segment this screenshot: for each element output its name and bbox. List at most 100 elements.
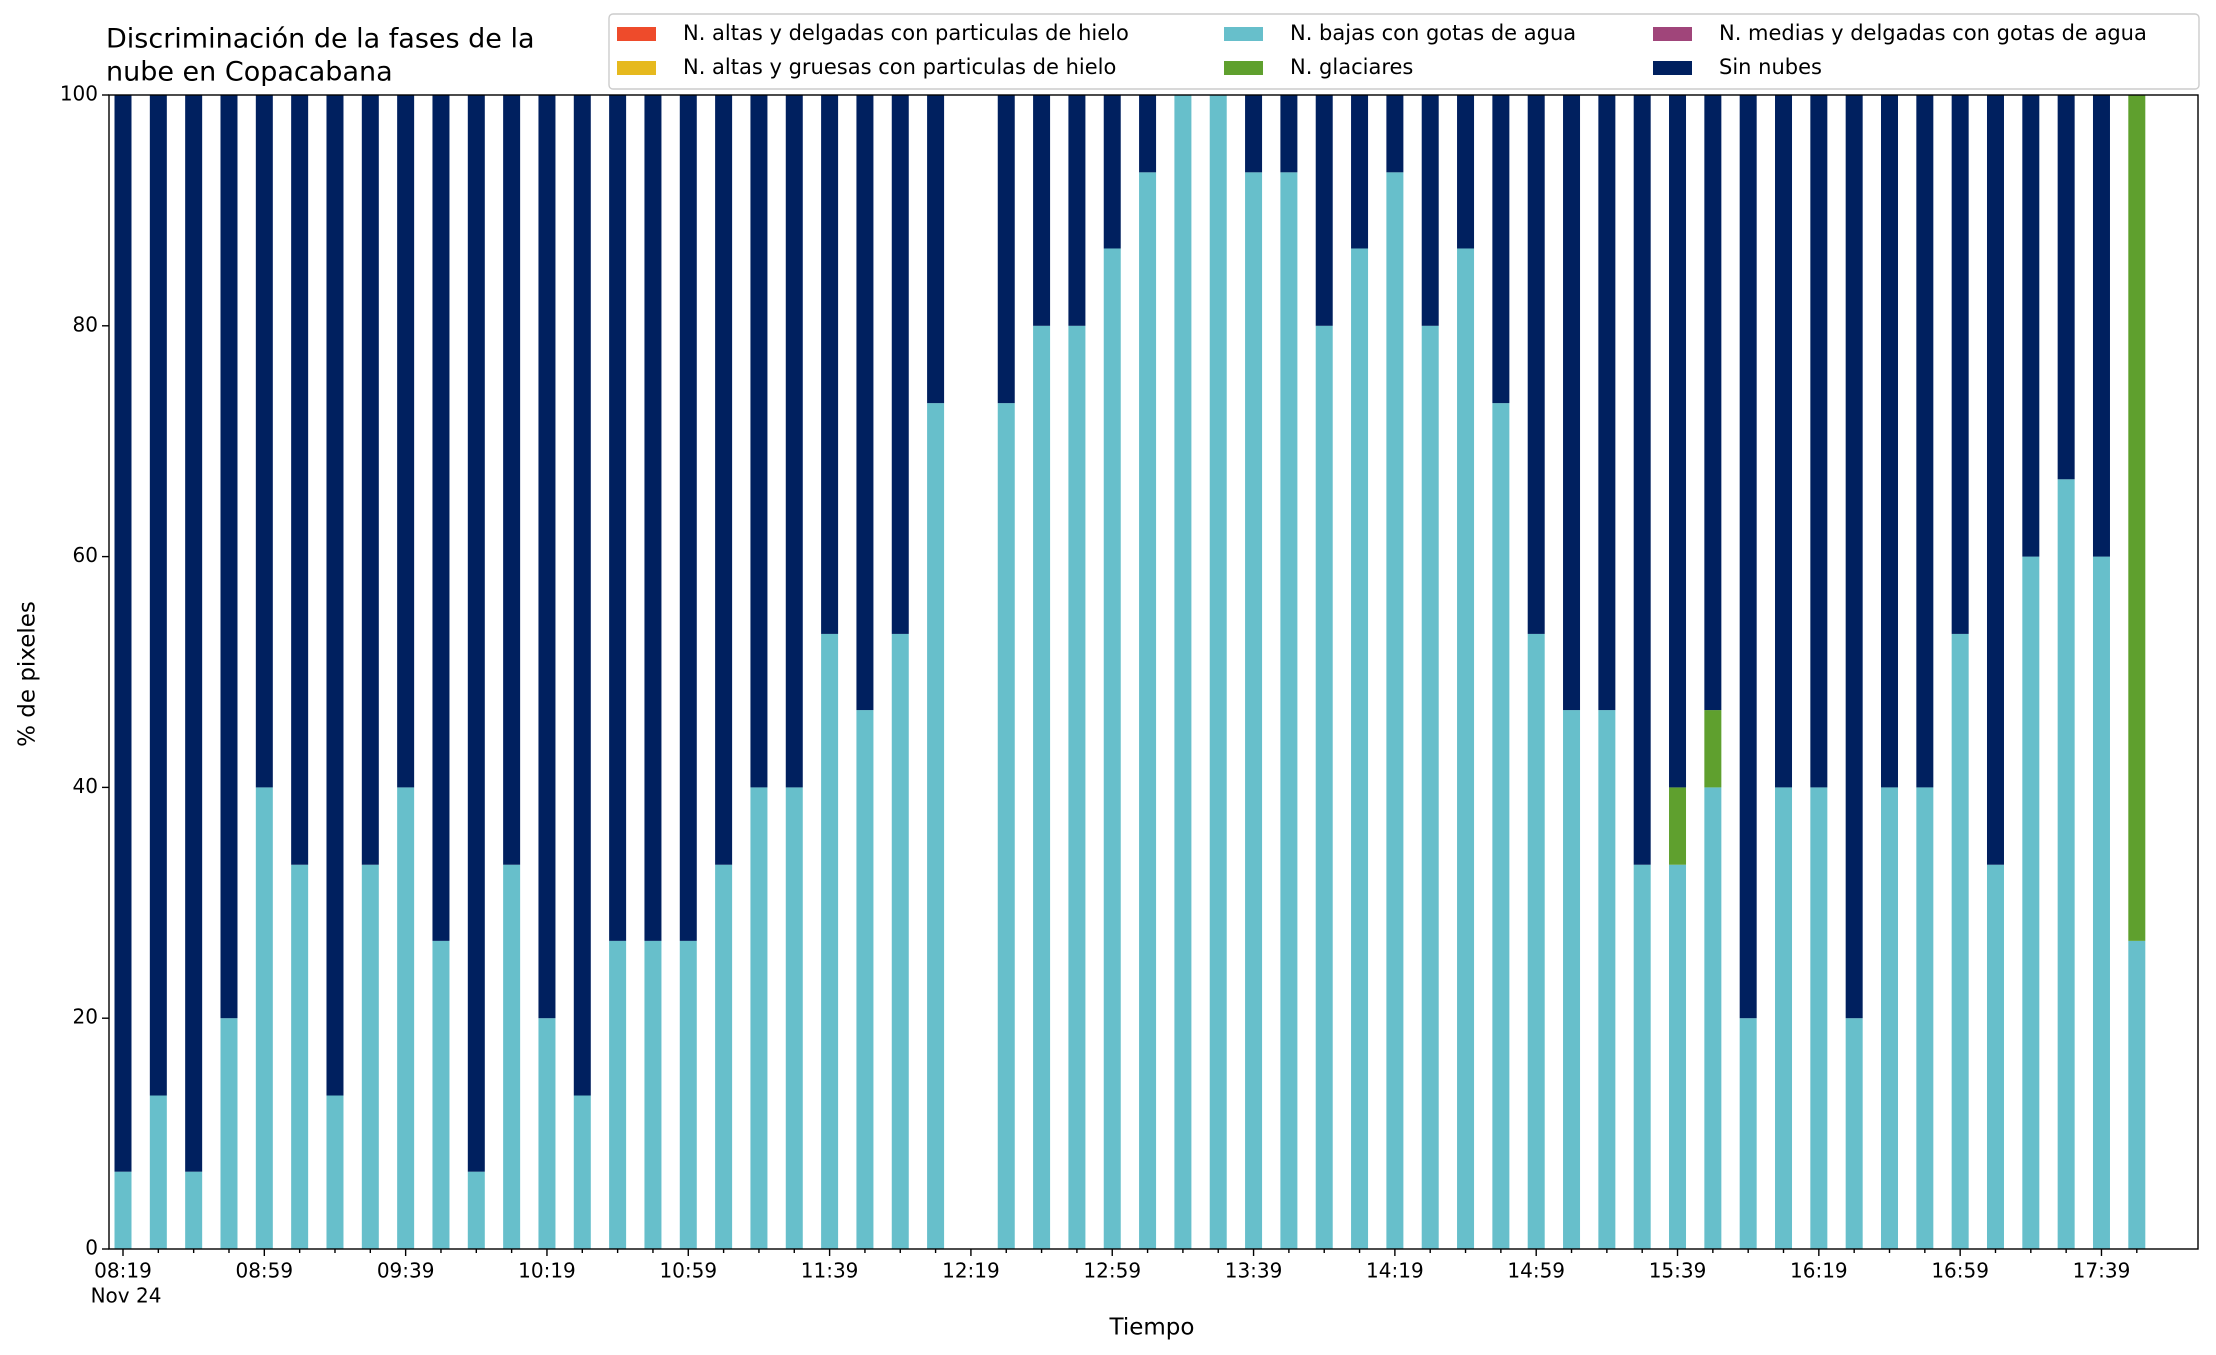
bar-segment [1951,95,1969,634]
bar-segment [1775,95,1793,788]
y-axis-label: % de pixeles [15,601,41,747]
legend-swatch [1653,27,1692,41]
y-tick-label: 20 [73,1005,98,1029]
bar-segment [1139,172,1157,1249]
bar-segment [1704,710,1722,788]
legend-label: N. medias y delgadas con gotas de agua [1719,21,2147,45]
bar-segment [114,95,132,1172]
chart-title: nube en Copacabana [106,57,393,88]
bar-segment [573,1095,591,1249]
bar-segment [1245,172,1263,1249]
bar-segment [1633,864,1651,1249]
bar-segment [1245,95,1263,173]
bar-segment [185,1171,203,1249]
bar-segment [856,710,874,1249]
bar-segment [1386,95,1404,173]
bar-segment [2128,940,2146,1249]
bar-segment [715,864,733,1249]
bar-segment [1775,787,1793,1249]
bar-segment [1457,248,1475,1249]
bar-segment [361,95,379,865]
bar-segment [1739,95,1757,1019]
bar-segment [467,1171,485,1249]
bar-segment [1669,864,1687,1249]
bar-segment [397,95,415,788]
bar-segment [1386,172,1404,1249]
bar-segment [1704,787,1722,1249]
bar-segment [927,403,945,1249]
x-tick-label: 08:19 [94,1259,152,1283]
bar-segment [1739,1018,1757,1249]
x-tick-label: 08:59 [235,1259,293,1283]
bar-segment [291,95,309,865]
bar-segment [609,95,627,941]
bar-segment [1563,95,1581,711]
bar-segment [467,95,485,1172]
bar-segment [1563,710,1581,1249]
bar-segment [2092,556,2110,1249]
bar-segment [856,95,874,711]
bar-segment [1669,787,1687,865]
bar-segment [750,95,768,788]
bar-segment [997,403,1015,1249]
bar-segment [2092,95,2110,557]
bar-segment [185,95,203,1172]
bar-segment [1033,325,1051,1249]
bar-segment [1845,95,1863,1019]
y-tick-label: 100 [60,82,98,106]
bar-segment [361,864,379,1249]
bar-segment [1209,95,1227,1249]
bar-segment [149,1095,167,1249]
bar-segment [644,940,662,1249]
bar-segment [1986,95,2004,865]
legend-swatch [1224,61,1263,75]
bar-segment [432,95,450,941]
x-tick-label: 15:39 [1649,1259,1707,1283]
bar-segment [2057,479,2075,1250]
bar-segment [1810,787,1828,1249]
legend-swatch [1224,27,1263,41]
bar-segment [1704,95,1722,711]
bar-segment [997,95,1015,404]
x-tick-label: 12:59 [1083,1259,1141,1283]
x-tick-label: 13:39 [1225,1259,1283,1283]
x-tick-label: 16:19 [1790,1259,1848,1283]
bar-segment [1986,864,2004,1249]
bar-segment [679,95,697,941]
bar-segment [503,95,521,865]
x-tick-label: 10:59 [659,1259,717,1283]
bar-segment [891,95,909,634]
bar-segment [1103,248,1121,1249]
x-tick-label: 17:39 [2073,1259,2131,1283]
bar-segment [1174,95,1192,1249]
bar-segment [1457,95,1475,249]
bar-segment [644,95,662,941]
bar-segment [927,95,945,404]
bar-segment [255,95,273,788]
legend-label: N. glaciares [1290,55,1413,79]
bar-segment [114,1171,132,1249]
bar-segment [1068,325,1086,1249]
x-tick-label: 10:19 [518,1259,576,1283]
y-tick-label: 40 [73,774,98,798]
bar-segment [2022,95,2040,557]
y-tick-label: 0 [85,1236,98,1260]
bar-segment [1492,403,1510,1249]
bar-segment [220,95,238,1019]
bar-segment [1421,95,1439,326]
bar-segment [255,787,273,1249]
x-tick-label: 12:19 [942,1259,1000,1283]
bar-segment [1881,787,1898,1249]
legend-label: N. altas y gruesas con particulas de hie… [683,55,1116,79]
bar-segment [1068,95,1086,326]
bar-segment [326,1095,344,1249]
x-tick-label: 14:19 [1366,1259,1424,1283]
bar-segment [291,864,309,1249]
bar-segment [785,787,803,1249]
bar-segment [1315,95,1333,326]
plot-frame [108,94,2199,1250]
bar-segment [1527,95,1545,634]
bar-segment [715,95,733,865]
bar-segment [432,940,450,1249]
